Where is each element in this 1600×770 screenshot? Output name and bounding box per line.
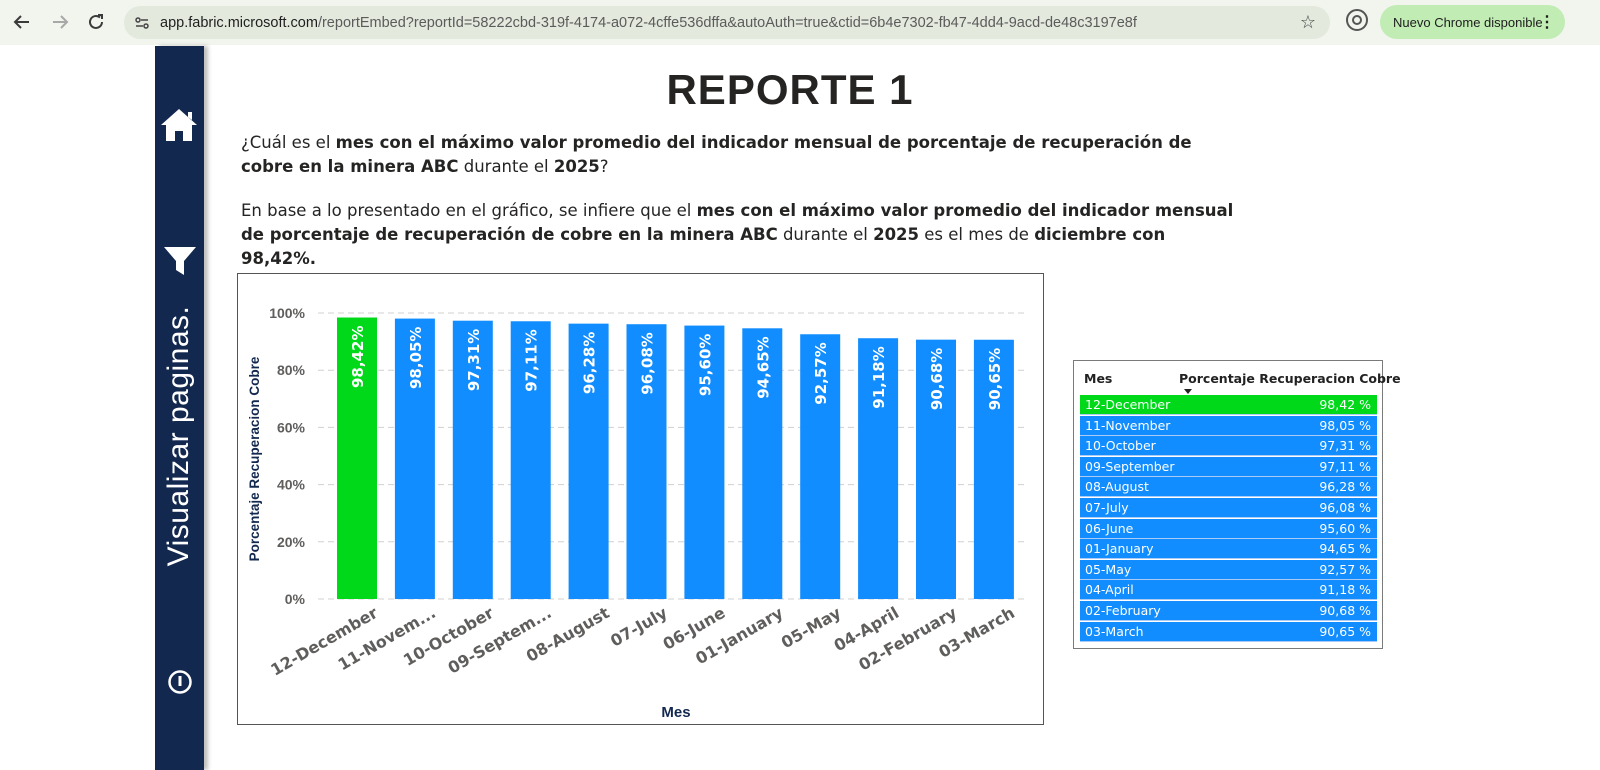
cell-pct: 98,42 %: [1319, 397, 1371, 412]
back-icon[interactable]: [4, 4, 40, 40]
cell-pct: 94,65 %: [1319, 541, 1371, 556]
data-label: 95,60%: [696, 334, 714, 396]
url-path: /reportEmbed?reportId=58222cbd-319f-4174…: [318, 15, 1137, 31]
x-tick-label: 02-February: [855, 603, 960, 675]
info-icon[interactable]: [167, 669, 193, 695]
data-label: 91,18%: [870, 346, 888, 408]
question-year: 2025: [554, 157, 600, 176]
chrome-update-button[interactable]: Nuevo Chrome disponible ⋮: [1380, 5, 1565, 39]
table-header: Mes Porcentaje Recuperacion Cobre: [1084, 369, 1376, 395]
chrome-update-label: Nuevo Chrome disponible: [1393, 15, 1543, 30]
cell-mes: 08-August: [1085, 479, 1149, 494]
data-table[interactable]: Mes Porcentaje Recuperacion Cobre 12-Dec…: [1073, 360, 1383, 649]
more-menu-icon[interactable]: ⋮: [1539, 12, 1555, 32]
y-tick-label: 60%: [277, 419, 306, 435]
question-part: ¿Cuál es el: [241, 133, 336, 152]
site-settings-icon[interactable]: [124, 15, 160, 31]
reload-icon[interactable]: [78, 4, 114, 40]
sort-descending-icon[interactable]: [1184, 389, 1192, 394]
data-label: 98,05%: [407, 327, 425, 389]
table-row[interactable]: 12-December 98,42 %: [1080, 395, 1377, 415]
question-part: durante el: [458, 157, 553, 176]
profile-icon[interactable]: [1346, 9, 1368, 31]
question-part: ?: [600, 157, 609, 176]
cell-pct: 95,60 %: [1319, 521, 1371, 536]
visualizar-paginas-label[interactable]: Visualizar paginas.: [162, 306, 196, 567]
question-text: ¿Cuál es el mes con el máximo valor prom…: [241, 131, 1241, 179]
cell-pct: 91,18 %: [1319, 582, 1371, 597]
answer-part: En base a lo presentado en el gráfico, s…: [241, 201, 697, 220]
forward-icon[interactable]: [42, 4, 78, 40]
data-label: 98,42%: [349, 326, 367, 388]
cell-pct: 90,68 %: [1319, 603, 1371, 618]
table-row[interactable]: 02-February 90,68 %: [1080, 601, 1377, 621]
table-row[interactable]: 06-June 95,60 %: [1080, 519, 1377, 539]
data-label: 90,68%: [928, 348, 946, 410]
answer-year: 2025: [873, 225, 919, 244]
table-row[interactable]: 10-October 97,31 %: [1080, 436, 1377, 456]
column-header-pct[interactable]: Porcentaje Recuperacion Cobre: [1179, 371, 1401, 386]
answer-part: durante el: [778, 225, 873, 244]
table-row[interactable]: 11-November 98,05 %: [1080, 416, 1377, 436]
cell-pct: 92,57 %: [1319, 562, 1371, 577]
cell-mes: 03-March: [1085, 624, 1144, 639]
cell-mes: 01-January: [1085, 541, 1154, 556]
cell-pct: 98,05 %: [1319, 418, 1371, 433]
y-tick-label: 100%: [269, 305, 305, 321]
y-tick-label: 40%: [277, 477, 306, 493]
url-host: app.fabric.microsoft.com: [160, 15, 318, 31]
column-header-mes[interactable]: Mes: [1084, 371, 1112, 386]
cell-pct: 96,08 %: [1319, 500, 1371, 515]
bar-chart[interactable]: 0% 20% 40% 60% 80% 100% Porcentaje Recuperacio…: [237, 273, 1044, 725]
browser-toolbar: app.fabric.microsoft.com/reportEmbed?rep…: [0, 0, 1600, 45]
url-text[interactable]: app.fabric.microsoft.com/reportEmbed?rep…: [160, 15, 1137, 31]
cell-mes: 04-April: [1085, 582, 1134, 597]
question-bold: mes con el máximo valor promedio del ind…: [241, 133, 1192, 176]
cell-mes: 02-February: [1085, 603, 1161, 618]
y-axis-title: Porcentaje Recuperacion Cobre: [247, 356, 262, 561]
table-row[interactable]: 04-April 91,18 %: [1080, 580, 1377, 600]
cell-pct: 96,28 %: [1319, 479, 1371, 494]
cell-pct: 97,11 %: [1319, 459, 1371, 474]
cell-mes: 06-June: [1085, 521, 1133, 536]
table-row[interactable]: 01-January 94,65 %: [1080, 539, 1377, 559]
cell-mes: 11-November: [1085, 418, 1170, 433]
cell-pct: 90,65 %: [1319, 624, 1371, 639]
address-bar[interactable]: app.fabric.microsoft.com/reportEmbed?rep…: [124, 6, 1330, 39]
cell-mes: 07-July: [1085, 500, 1129, 515]
cell-mes: 12-December: [1085, 397, 1170, 412]
report-sidebar: Visualizar paginas.: [155, 46, 204, 770]
answer-part: es el mes de: [919, 225, 1034, 244]
table-row[interactable]: 05-May 92,57 %: [1080, 560, 1377, 580]
bar-chart-svg: 0% 20% 40% 60% 80% 100% Porcentaje Recuperacio…: [238, 274, 1043, 724]
y-tick-label: 20%: [277, 534, 306, 550]
data-label: 94,65%: [754, 336, 772, 398]
table-row[interactable]: 09-September 97,11 %: [1080, 457, 1377, 477]
table-row[interactable]: 03-March 90,65 %: [1080, 622, 1377, 642]
y-tick-label: 80%: [277, 362, 306, 378]
home-icon[interactable]: [159, 106, 199, 144]
data-label: 96,08%: [639, 332, 657, 394]
filter-icon[interactable]: [163, 246, 197, 276]
answer-text: En base a lo presentado en el gráfico, s…: [241, 199, 1241, 271]
data-label: 97,11%: [523, 329, 541, 391]
data-label: 97,31%: [465, 329, 483, 391]
cell-mes: 09-September: [1085, 459, 1175, 474]
cell-pct: 97,31 %: [1319, 438, 1371, 453]
cell-mes: 10-October: [1085, 438, 1156, 453]
table-row[interactable]: 08-August 96,28 %: [1080, 477, 1377, 497]
y-tick-label: 0%: [285, 591, 306, 607]
x-tick-label: 07-July: [607, 603, 671, 651]
page-title: REPORTE 1: [600, 66, 980, 114]
data-label: 92,57%: [812, 342, 830, 404]
data-label: 90,65%: [986, 348, 1004, 410]
x-tick-label: 11-Novem...: [335, 603, 439, 674]
bookmark-star-icon[interactable]: ☆: [1300, 12, 1316, 33]
cell-mes: 05-May: [1085, 562, 1131, 577]
x-axis-title: Mes: [661, 704, 690, 721]
data-label: 96,28%: [581, 332, 599, 394]
table-row[interactable]: 07-July 96,08 %: [1080, 498, 1377, 518]
